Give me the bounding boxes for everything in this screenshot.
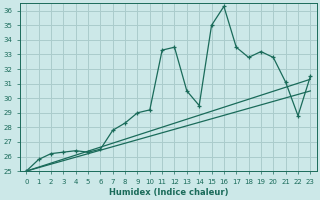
X-axis label: Humidex (Indice chaleur): Humidex (Indice chaleur) xyxy=(108,188,228,197)
